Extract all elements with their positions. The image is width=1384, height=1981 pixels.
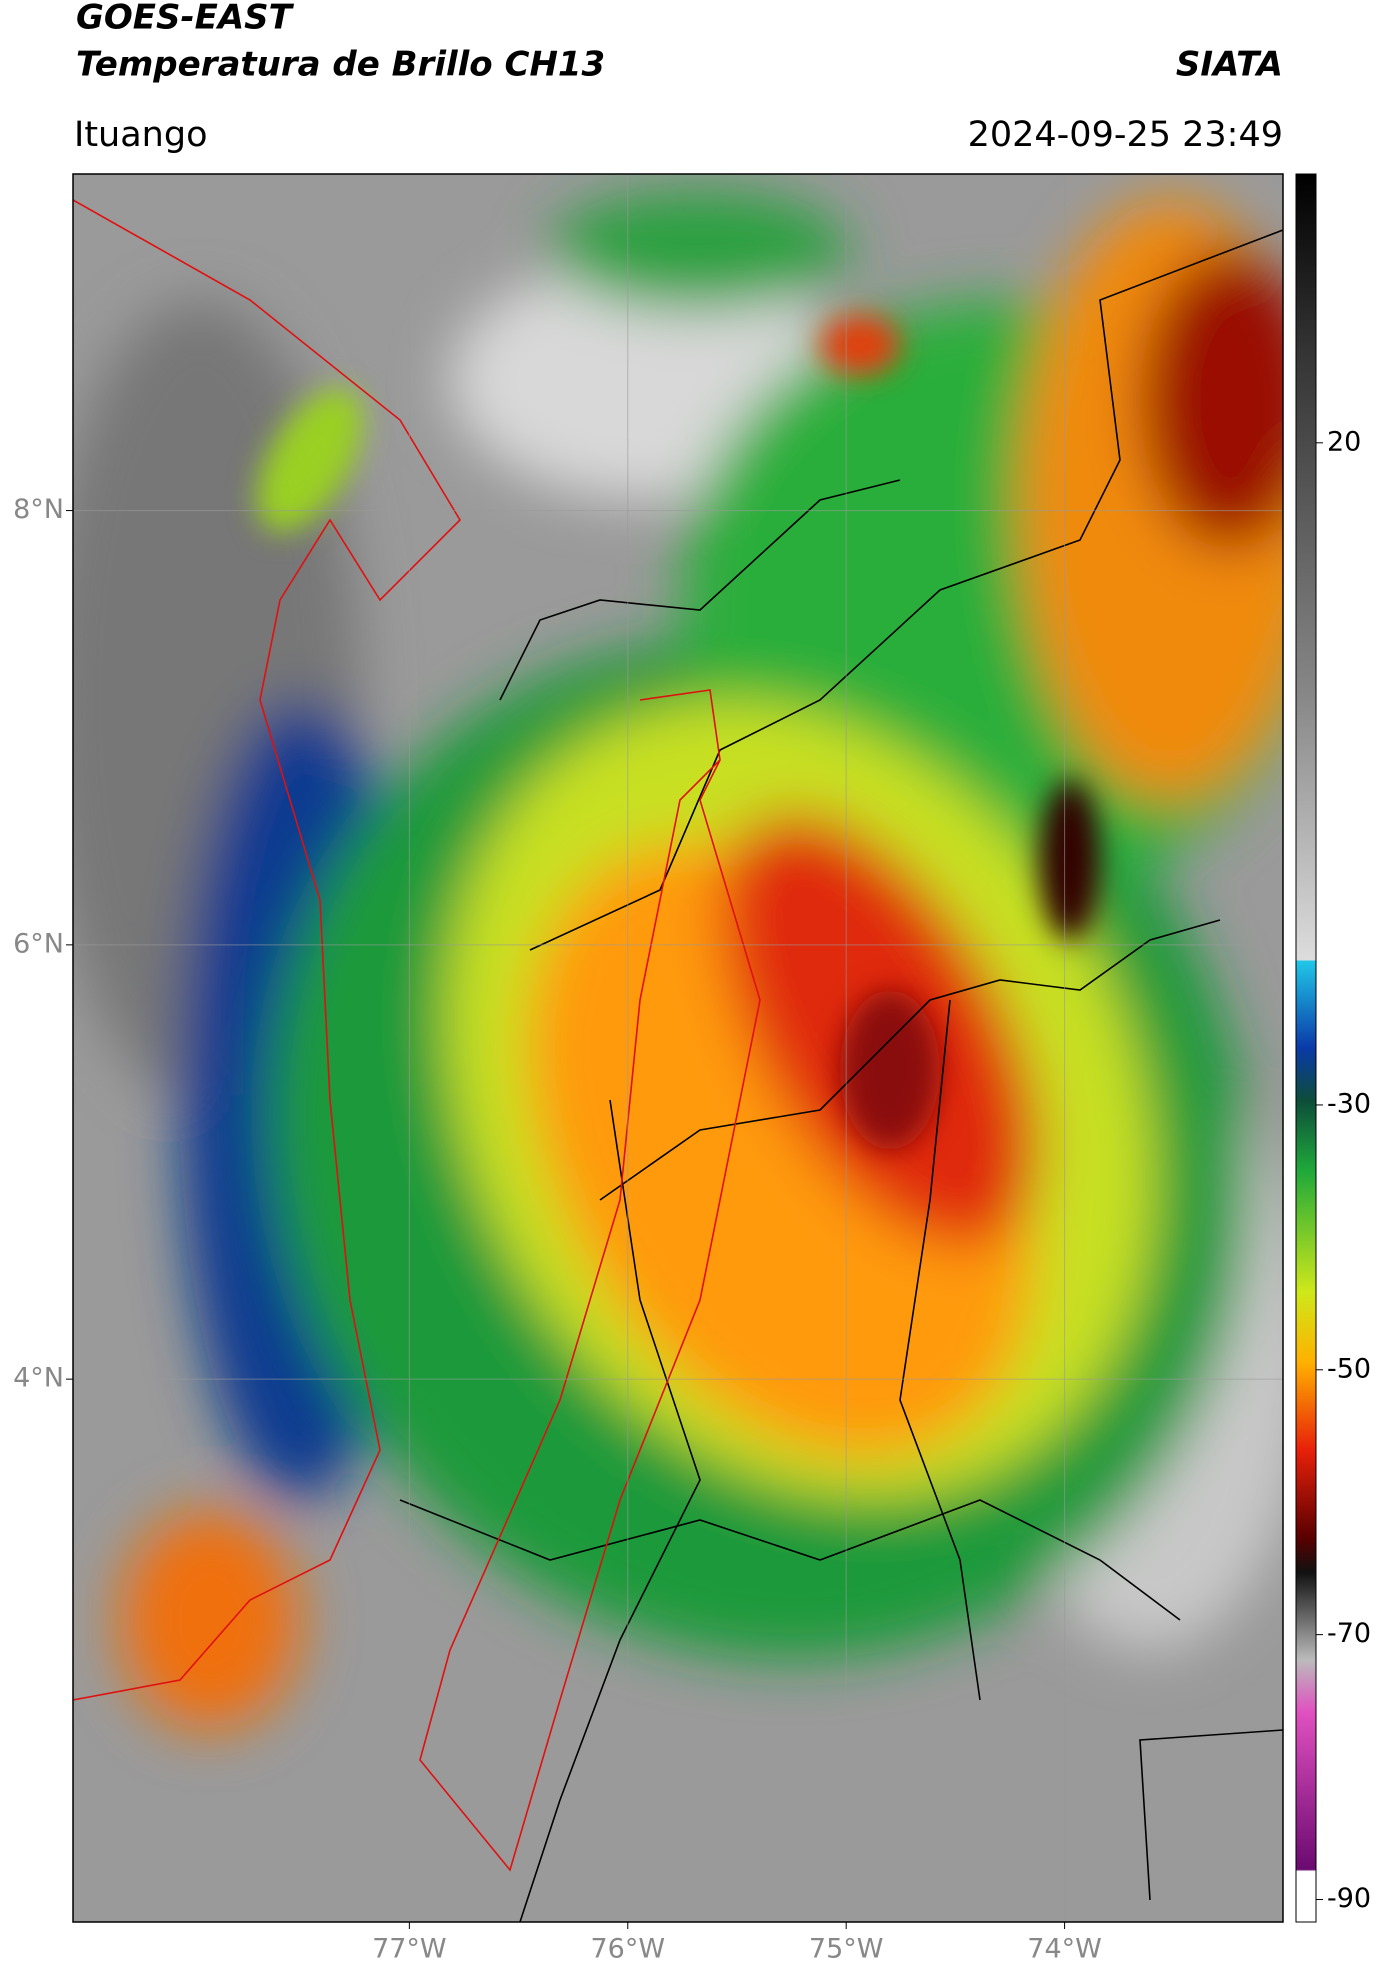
title-line2: Temperatura de Brillo CH13	[76, 45, 605, 85]
location: Ituango	[74, 115, 208, 155]
colorbar-tick-label: -50	[1327, 1353, 1371, 1384]
x-tick-label: 75°W	[809, 1934, 884, 1965]
y-tick-label: 6°N	[13, 928, 64, 959]
x-tick-label: 74°W	[1027, 1934, 1102, 1965]
colorbar-tick-label: -70	[1327, 1618, 1371, 1649]
datetime: 2024-09-25 23:49	[968, 115, 1283, 155]
satellite-image	[73, 174, 1283, 1922]
title-line1: GOES-EAST	[76, 0, 295, 38]
map-frame	[72, 173, 1284, 1923]
org: SIATA	[1176, 45, 1283, 85]
colorbar-tick-label: -30	[1327, 1088, 1371, 1119]
colorbar	[1295, 173, 1317, 1923]
colorbar-tick-label: 20	[1327, 426, 1361, 457]
x-tick-label: 77°W	[372, 1934, 447, 1965]
y-tick-label: 8°N	[13, 494, 64, 525]
y-tick-label: 4°N	[13, 1363, 64, 1394]
grid	[73, 174, 1283, 1922]
x-tick-label: 76°W	[590, 1934, 665, 1965]
colorbar-tick-label: -90	[1327, 1883, 1371, 1914]
